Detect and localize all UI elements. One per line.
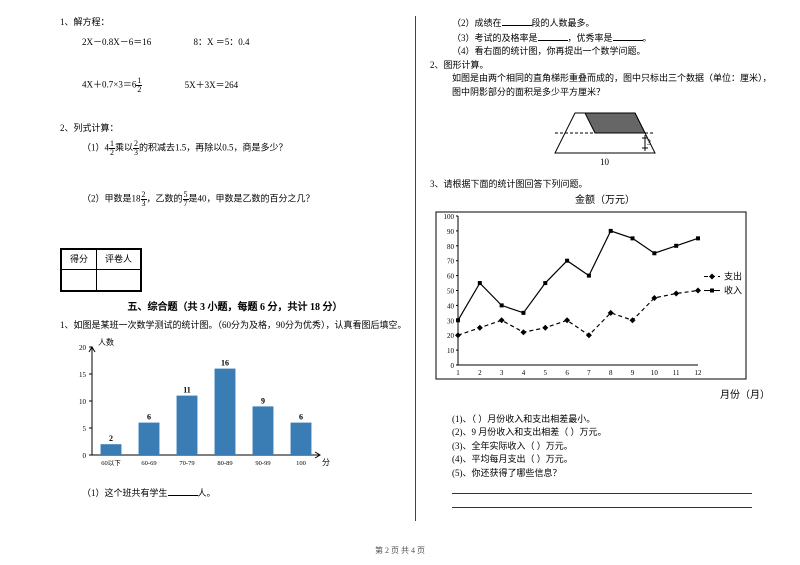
svg-text:40: 40 <box>447 302 455 310</box>
svg-text:10: 10 <box>651 369 659 377</box>
svg-text:60: 60 <box>447 273 455 281</box>
q3-1: （1）这个班共有学生人。 <box>60 486 410 501</box>
svg-text:5: 5 <box>544 369 548 377</box>
eq-2: 8：X ＝5：0.4 <box>194 36 250 50</box>
q1-label: 1、解方程： <box>60 16 410 30</box>
column-divider <box>415 16 416 521</box>
eq-4: 5X＋3X＝264 <box>185 79 239 93</box>
xtitle: 月份（月） <box>430 388 780 403</box>
r-q3: （3）考试的及格率是，优秀率是。 <box>430 31 780 46</box>
sub-3: (3)、全年实际收入（ ）万元。 <box>430 440 780 454</box>
trapezoid-figure: 3 10 <box>430 103 780 178</box>
svg-text:9: 9 <box>631 369 635 377</box>
sub-1: (1)、（ ）月份收入和支出相差最小。 <box>430 413 780 427</box>
q2-2: （2）甲数是1823，乙数的57是40，甲数是乙数的百分之几？ <box>60 191 410 208</box>
svg-text:6: 6 <box>147 412 151 421</box>
svg-text:30: 30 <box>447 317 455 325</box>
svg-text:2: 2 <box>109 434 113 443</box>
line-chart: 0102030405060708090100123456789101112支出收… <box>430 208 780 388</box>
svg-text:收入: 收入 <box>724 285 742 296</box>
svg-text:12: 12 <box>695 369 703 377</box>
svg-text:10: 10 <box>79 398 87 406</box>
svg-text:9: 9 <box>261 396 265 405</box>
blank <box>168 486 198 496</box>
ytitle: 金额（万元） <box>430 193 780 208</box>
q3-label: 1、如图是某班一次数学测试的统计图。（60分为及格，90分为优秀），认真看图后填… <box>60 319 410 333</box>
eq-3: 4X＋0.7×3＝612 <box>82 77 142 94</box>
svg-text:0: 0 <box>83 452 87 460</box>
svg-text:分数: 分数 <box>322 457 330 467</box>
svg-text:人数: 人数 <box>98 337 114 347</box>
subq-list: (1)、（ ）月份收入和支出相差最小。 (2)、9 月份收入和支出相差（ ）万元… <box>430 413 780 509</box>
page-footer: 第 2 页 共 4 页 <box>0 545 800 557</box>
svg-text:70-79: 70-79 <box>179 460 194 467</box>
bar-chart-svg: 人数 0 5 10 15 20 2 60以下 6 60-69 11 70-79 16 80-89 9 90-9… <box>60 335 330 480</box>
eq-row-1: 2X－0.8X－6＝16 8：X ＝5：0.4 <box>60 36 410 50</box>
sub-2: (2)、9 月份收入和支出相差（ ）万元。 <box>430 426 780 440</box>
svg-text:90-99: 90-99 <box>255 460 270 467</box>
svg-text:20: 20 <box>447 332 455 340</box>
svg-text:6: 6 <box>299 412 303 421</box>
svg-text:支出: 支出 <box>724 271 742 282</box>
frac-6-1-2: 12 <box>136 77 142 94</box>
score-box: 得分 评卷人 <box>60 248 410 297</box>
svg-text:20: 20 <box>79 344 87 352</box>
svg-text:2: 2 <box>478 369 482 377</box>
q2-label: 2、列式计算： <box>60 122 410 136</box>
svg-text:6: 6 <box>565 369 569 377</box>
svg-text:16: 16 <box>221 358 229 367</box>
left-column: 1、解方程： 2X－0.8X－6＝16 8：X ＝5：0.4 4X＋0.7×3＝… <box>60 16 410 501</box>
eq-1: 2X－0.8X－6＝16 <box>82 36 151 50</box>
grader-cell: 评卷人 <box>97 249 141 270</box>
svg-text:60以下: 60以下 <box>101 459 121 467</box>
svg-text:15: 15 <box>79 371 87 379</box>
sub-5: (5)、你还获得了哪些信息？ <box>430 467 780 481</box>
r-q2: （2）成绩在段的人数最多。 <box>430 16 780 31</box>
svg-text:4: 4 <box>522 369 526 377</box>
svg-text:80-89: 80-89 <box>217 460 232 467</box>
sub-4: (4)、平均每月支出（ ）万元。 <box>430 453 780 467</box>
svg-text:60-69: 60-69 <box>141 460 156 467</box>
svg-text:7: 7 <box>587 369 591 377</box>
svg-text:10: 10 <box>600 157 610 167</box>
trapezoid-svg: 3 10 <box>545 103 665 173</box>
bar-chart: 人数 0 5 10 15 20 2 60以下 6 60-69 11 70-79 16 80-89 9 90-9… <box>60 335 410 485</box>
svg-text:10: 10 <box>447 347 455 355</box>
svg-text:11: 11 <box>673 369 680 377</box>
line-chart-svg: 0102030405060708090100123456789101112支出收… <box>430 208 770 383</box>
svg-text:0: 0 <box>451 362 455 370</box>
svg-text:100: 100 <box>296 460 306 467</box>
svg-text:90: 90 <box>447 228 455 236</box>
q2-1: （1）412乘以23的积减去1.5，再除以0.5，商是多少？ <box>60 140 410 157</box>
svg-text:3: 3 <box>500 369 504 377</box>
eq-row-2: 4X＋0.7×3＝612 5X＋3X＝264 <box>60 77 410 94</box>
r-p3: 3、请根据下面的统计图回答下列问题。 <box>430 178 780 192</box>
svg-text:80: 80 <box>447 243 455 251</box>
r-q4: （4）看右面的统计图，你再提出一个数学问题。 <box>430 45 780 59</box>
svg-text:8: 8 <box>609 369 613 377</box>
section-5-title: 五、综合题（共 3 小题，每题 6 分，共计 18 分） <box>60 300 410 315</box>
r-p2: 2、图形计算。 <box>430 59 780 73</box>
score-cell: 得分 <box>62 249 97 270</box>
r-p2d: 如图是由两个相同的直角梯形重叠而成的，图中只标出三个数据（单位：厘米），图中阴影… <box>430 72 780 99</box>
svg-text:11: 11 <box>183 385 191 394</box>
svg-text:5: 5 <box>83 425 87 433</box>
svg-text:3: 3 <box>647 138 651 147</box>
svg-text:70: 70 <box>447 258 455 266</box>
answer-line <box>452 497 752 508</box>
svg-text:100: 100 <box>444 213 455 221</box>
svg-text:50: 50 <box>447 288 455 296</box>
svg-text:1: 1 <box>456 369 460 377</box>
answer-line <box>452 483 752 494</box>
right-column: （2）成绩在段的人数最多。 （3）考试的及格率是，优秀率是。 （4）看右面的统计… <box>430 16 780 511</box>
